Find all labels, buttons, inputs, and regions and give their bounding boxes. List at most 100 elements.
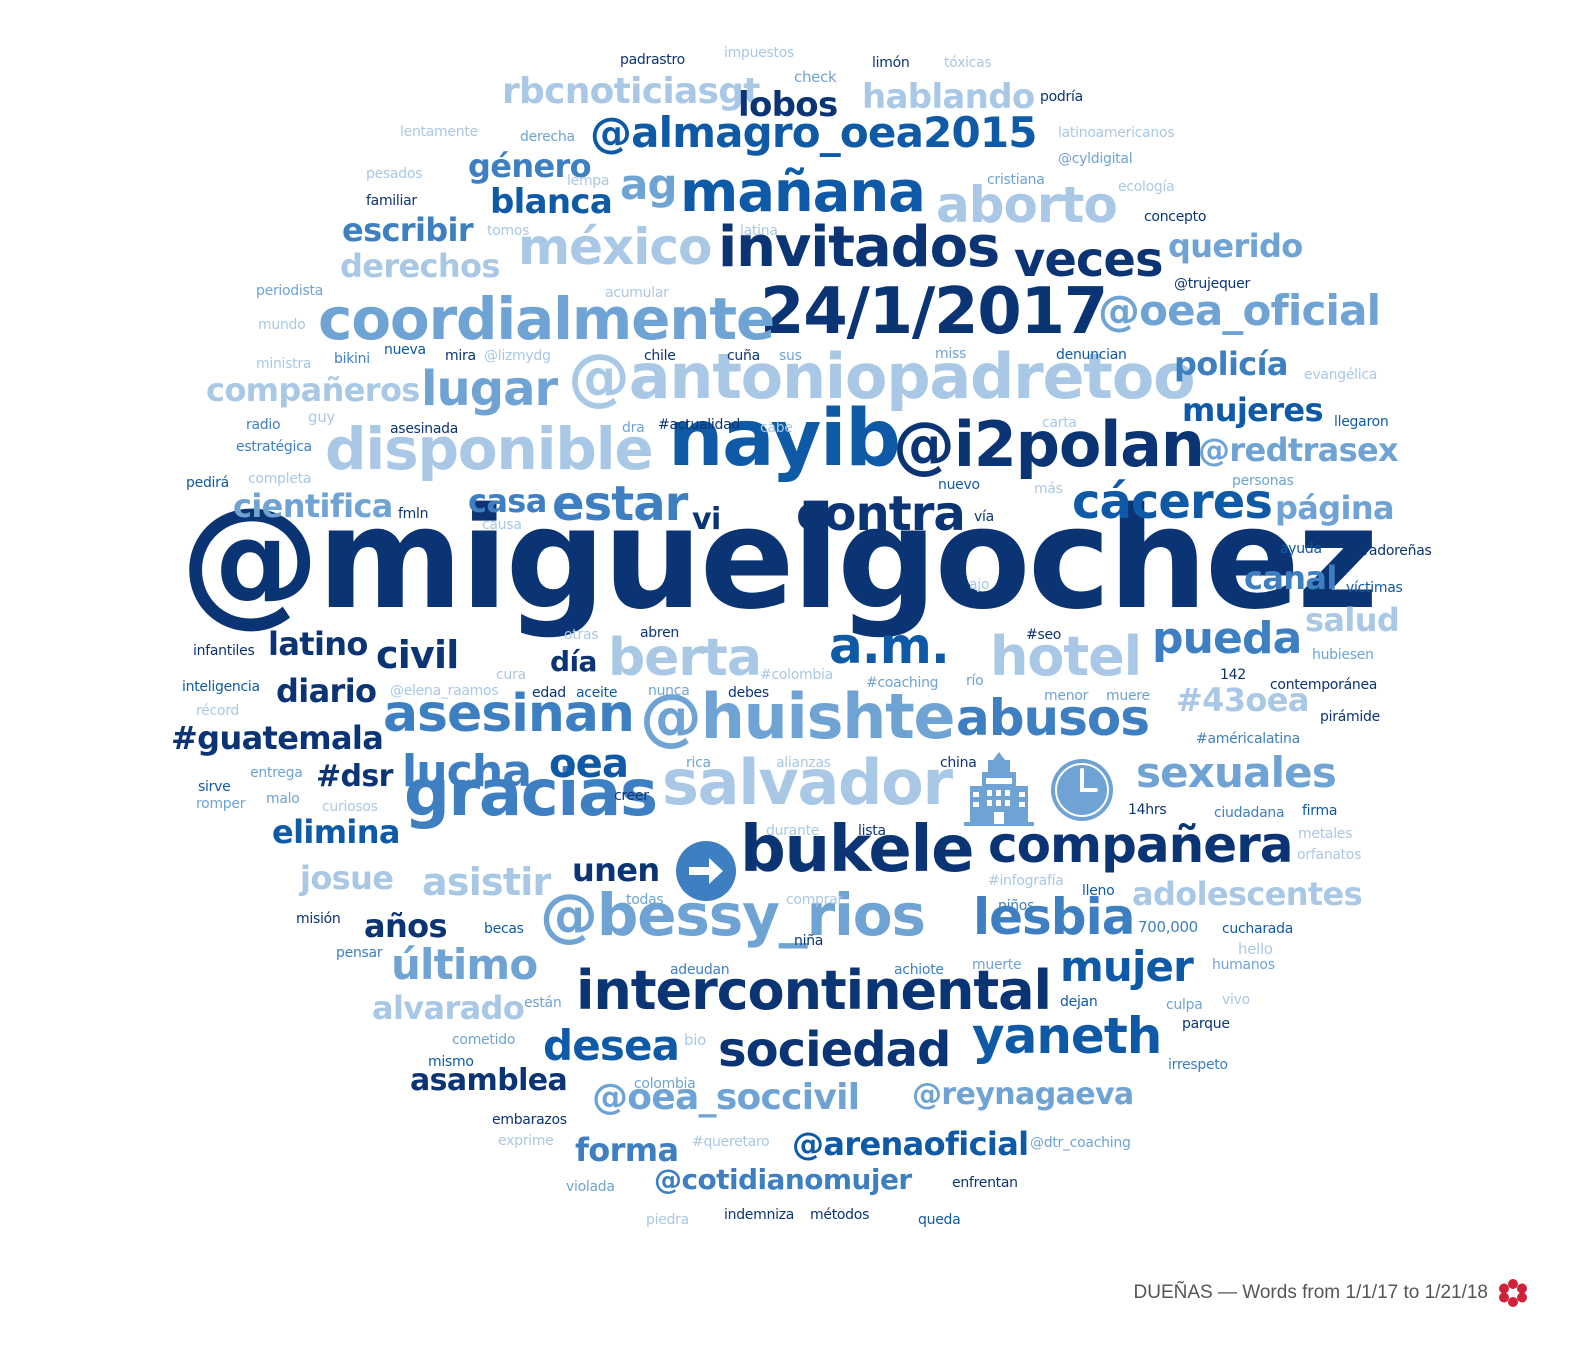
cloud-word: cura (496, 667, 526, 683)
cloud-word: @huishte (640, 680, 956, 753)
cloud-word: hubiesen (1312, 647, 1374, 663)
cloud-word: salvadoreñas (1342, 543, 1432, 559)
cloud-word: pirámide (1320, 709, 1380, 725)
cloud-word: debes (728, 685, 769, 701)
cloud-word: más (1034, 481, 1063, 497)
cloud-word: mujeres (1182, 391, 1323, 429)
cloud-word: #actualidad (658, 417, 741, 433)
cloud-word: vi (692, 502, 721, 537)
cloud-word: mundo (258, 317, 306, 333)
cloud-word: misión (296, 911, 341, 927)
cloud-word: civil (376, 633, 459, 677)
cloud-word: lugar (421, 361, 558, 417)
cloud-word: @bessy_rios (540, 881, 926, 949)
cloud-word: lentamente (400, 124, 478, 140)
cloud-word: cristiana (987, 172, 1045, 188)
cloud-word: asamblea (410, 1063, 568, 1098)
cloud-word: métodos (810, 1207, 870, 1223)
cloud-word: lobos (738, 85, 838, 125)
cloud-word: blanca (490, 182, 613, 222)
cloud-word: nayib (668, 394, 901, 484)
cloud-word: estar (552, 476, 688, 532)
cloud-word: fmln (398, 506, 429, 522)
cloud-word: están (524, 995, 562, 1011)
cloud-word: coordialmente (318, 285, 775, 353)
cloud-word: #guatemala (171, 719, 384, 757)
cloud-word: lleno (1082, 883, 1115, 899)
cloud-word: menor (1044, 688, 1089, 704)
cloud-word: @elena_raamos (390, 683, 499, 699)
cloud-word: guy (308, 408, 336, 426)
cloud-word: nunca (648, 683, 690, 699)
cloud-word: violada (566, 1179, 615, 1195)
cloud-word: humanos (1212, 957, 1275, 973)
cloud-word: ministra (256, 356, 312, 372)
cloud-word: vía (974, 509, 994, 525)
cloud-word: aborto (936, 176, 1118, 234)
cloud-word: lista (858, 823, 886, 839)
cloud-word: bikini (334, 351, 370, 367)
cloud-word: irrespeto (1168, 1057, 1228, 1073)
cloud-word: entrega (250, 765, 303, 781)
cloud-word: #43oea (1176, 681, 1309, 719)
cloud-word: parque (1182, 1016, 1230, 1032)
footer-caption: DUEÑAS — Words from 1/1/17 to 1/21/18 (1133, 1282, 1488, 1303)
cloud-word: latinoamericanos (1058, 125, 1175, 141)
cloud-word: denuncian (1056, 347, 1127, 363)
cloud-word: 142 (1220, 667, 1246, 683)
cloud-word: pedirá (186, 475, 229, 491)
cloud-word: edad (532, 685, 566, 701)
cloud-word: muerte (972, 957, 1022, 973)
cloud-word: comprar (786, 892, 843, 908)
cloud-word: malo (266, 791, 300, 807)
cloud-word: canal (1244, 559, 1337, 597)
cloud-word: mujer (1060, 942, 1194, 991)
cloud-word: podría (1040, 89, 1083, 105)
cloud-word: gracias (404, 757, 658, 831)
cloud-word: latina (740, 223, 778, 239)
cloud-word: @i2polan (893, 408, 1205, 481)
cloud-word: #seo (1026, 627, 1062, 643)
cloud-word: ecología (1118, 179, 1175, 195)
cloud-word: check (794, 68, 837, 86)
cloud-word: latino (268, 625, 368, 663)
cloud-word: río (966, 673, 984, 689)
arrow-right-icon (676, 841, 736, 901)
cloud-word: oea (549, 741, 629, 787)
cloud-word: vivo (1222, 992, 1250, 1008)
cloud-word: nuevo (938, 477, 980, 493)
cloud-word: policía (1174, 345, 1289, 383)
cloud-word: otras (564, 627, 599, 643)
cloud-word: embarazos (492, 1112, 567, 1128)
cloud-word: culpa (1166, 997, 1203, 1013)
cloud-word: todas (626, 892, 664, 908)
cloud-word: colombia (634, 1076, 696, 1092)
cloud-word: rbcnoticiasgt (502, 71, 761, 112)
cloud-word: berta (608, 628, 762, 688)
cloud-word: ag (620, 160, 678, 209)
cloud-word: cucharada (1222, 921, 1294, 937)
cloud-word: niña (794, 933, 824, 949)
cloud-word: cientifica (233, 487, 393, 525)
cloud-word: metales (1298, 826, 1353, 842)
cloud-word: @lizmydg (484, 348, 551, 364)
cloud-word: veces (1014, 232, 1164, 288)
cloud-word: salud (1305, 601, 1400, 639)
cloud-word: personas (1232, 473, 1294, 489)
cloud-word: asesinan (383, 684, 635, 744)
cloud-word: pesados (366, 166, 423, 182)
cloud-word: romper (196, 796, 246, 812)
cloud-word: derecha (520, 129, 575, 145)
cloud-word: cabe (760, 420, 793, 436)
cloud-word: @reynagaeva (912, 1077, 1134, 1112)
cloud-word: alianzas (776, 755, 831, 771)
cloud-word: @cyldigital (1058, 151, 1133, 167)
cloud-word: compañeros (206, 371, 420, 409)
cloud-word: invitados (718, 215, 1000, 280)
cloud-word: durante (766, 823, 820, 839)
cloud-word: años (364, 907, 447, 945)
cloud-word: derechos (340, 247, 500, 285)
cloud-word: rica (686, 755, 711, 771)
cloud-word: hello (1238, 940, 1273, 958)
